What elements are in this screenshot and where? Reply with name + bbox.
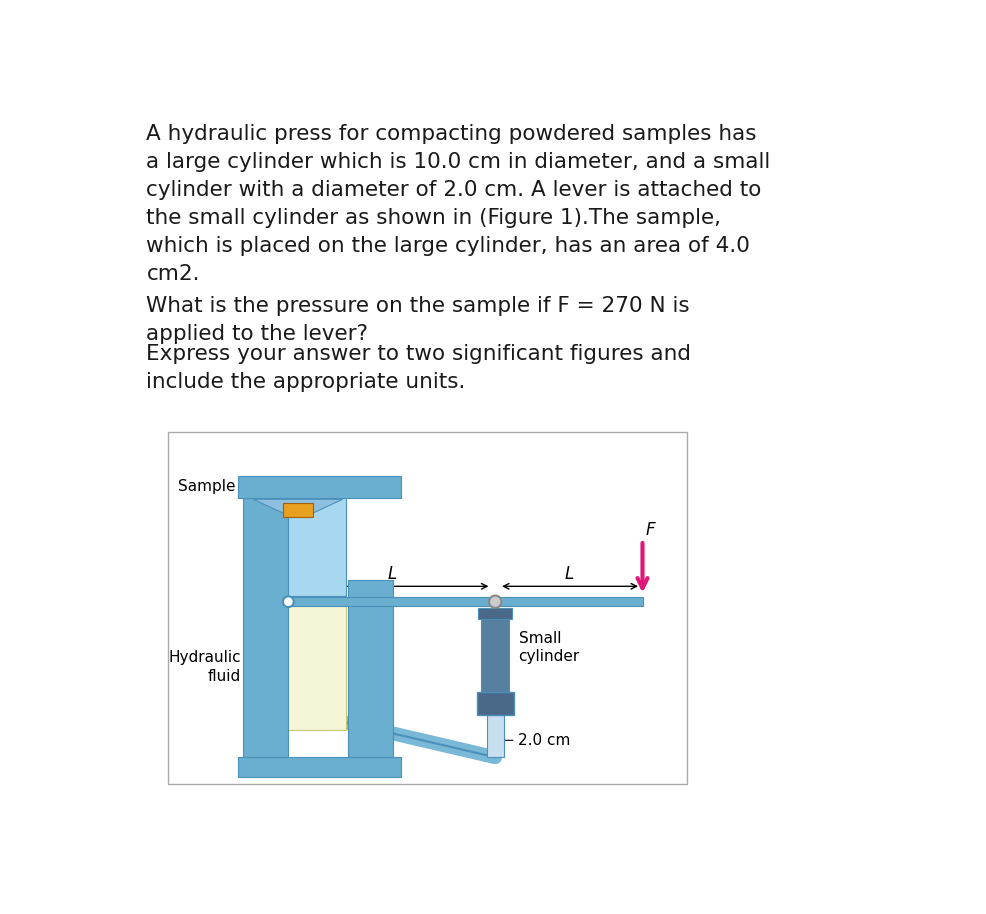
Bar: [238, 758, 400, 777]
Text: 10.0 cm: 10.0 cm: [270, 634, 326, 649]
Bar: [283, 503, 313, 517]
Circle shape: [489, 596, 502, 608]
Bar: [244, 495, 288, 758]
Bar: [478, 608, 513, 619]
Bar: [348, 580, 393, 758]
Circle shape: [283, 596, 294, 607]
Bar: [481, 619, 509, 692]
Text: Hydraulic
fluid: Hydraulic fluid: [169, 651, 241, 684]
Text: 2.0 cm: 2.0 cm: [491, 733, 571, 748]
Text: Sample: Sample: [178, 479, 281, 508]
Bar: [493, 606, 498, 608]
Text: Small
cylinder: Small cylinder: [519, 631, 580, 664]
Bar: [288, 597, 643, 606]
Bar: [249, 596, 346, 730]
Text: F: F: [646, 521, 656, 538]
Bar: [249, 495, 346, 596]
Polygon shape: [253, 499, 342, 513]
Bar: [169, 431, 687, 784]
Text: L: L: [387, 565, 396, 583]
Text: L: L: [564, 565, 574, 583]
Text: A hydraulic press for compacting powdered samples has
a large cylinder which is : A hydraulic press for compacting powdere…: [147, 124, 771, 284]
Bar: [487, 715, 504, 758]
Text: What is the pressure on the sample if F = 270 N is
applied to the lever?: What is the pressure on the sample if F …: [147, 296, 690, 344]
Text: Express your answer to two significant figures and
include the appropriate units: Express your answer to two significant f…: [147, 344, 691, 392]
Bar: [238, 476, 400, 498]
Bar: [476, 692, 514, 715]
